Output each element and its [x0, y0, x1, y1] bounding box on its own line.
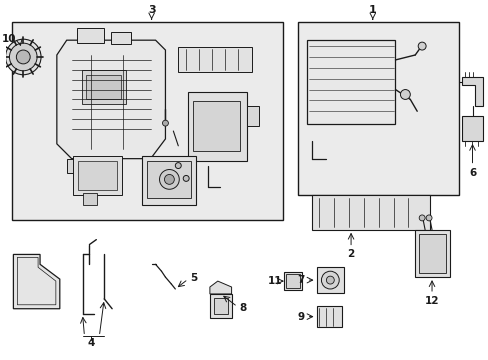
Bar: [193, 102, 240, 151]
Bar: [81, 70, 126, 104]
Bar: [111, 32, 131, 44]
Circle shape: [183, 175, 189, 181]
Bar: [82, 193, 97, 205]
Polygon shape: [209, 281, 231, 294]
Text: 12: 12: [424, 296, 438, 306]
Bar: [77, 28, 104, 43]
Text: 6: 6: [468, 167, 475, 177]
Bar: [285, 274, 299, 288]
Bar: [316, 306, 342, 328]
Polygon shape: [66, 159, 81, 174]
Text: 1: 1: [368, 5, 376, 14]
Polygon shape: [178, 47, 252, 72]
Bar: [86, 75, 121, 99]
Circle shape: [321, 271, 339, 289]
Bar: [12, 22, 283, 220]
Bar: [188, 91, 247, 161]
Polygon shape: [247, 106, 259, 126]
Circle shape: [159, 170, 179, 189]
Text: 11: 11: [267, 276, 282, 286]
Bar: [209, 294, 231, 318]
Bar: [213, 298, 227, 314]
Bar: [78, 161, 117, 190]
Circle shape: [16, 50, 30, 64]
Circle shape: [162, 120, 168, 126]
Bar: [297, 22, 458, 195]
Bar: [418, 234, 445, 273]
Circle shape: [175, 163, 181, 168]
Bar: [284, 272, 301, 290]
Circle shape: [325, 276, 334, 284]
Bar: [311, 195, 429, 230]
Polygon shape: [461, 77, 482, 106]
Text: 10: 10: [2, 34, 16, 44]
Circle shape: [425, 215, 431, 221]
Polygon shape: [57, 40, 165, 159]
Circle shape: [5, 39, 41, 75]
Text: 9: 9: [297, 312, 304, 321]
Text: 3: 3: [147, 5, 155, 14]
Text: 7: 7: [297, 275, 304, 285]
Circle shape: [400, 90, 409, 99]
Text: 5: 5: [190, 273, 197, 283]
Bar: [73, 156, 122, 195]
Bar: [306, 40, 395, 124]
Bar: [316, 267, 344, 293]
Text: 2: 2: [347, 249, 354, 260]
Circle shape: [164, 175, 174, 184]
Circle shape: [417, 42, 425, 50]
Text: 4: 4: [87, 338, 95, 348]
Text: 8: 8: [239, 303, 246, 313]
Bar: [461, 116, 482, 141]
Bar: [142, 156, 196, 205]
Polygon shape: [13, 255, 60, 309]
Bar: [146, 161, 191, 198]
Bar: [414, 230, 449, 277]
Circle shape: [418, 215, 424, 221]
Circle shape: [9, 43, 37, 71]
